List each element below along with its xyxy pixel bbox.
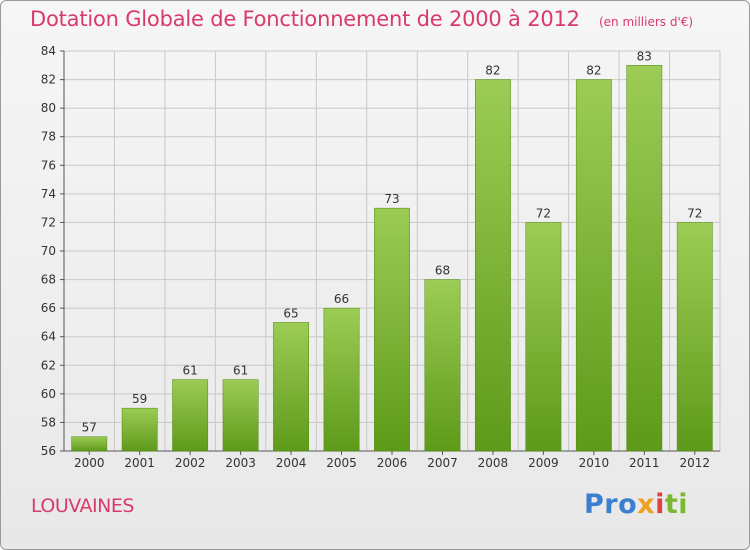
x-tick-label: 2007 <box>427 456 458 470</box>
data-label: 73 <box>384 192 399 206</box>
x-tick-label: 2011 <box>629 456 660 470</box>
y-tick-label: 70 <box>41 244 56 258</box>
x-tick-label: 2006 <box>377 456 408 470</box>
data-label: 61 <box>183 364 198 378</box>
bar-2005 <box>323 307 360 452</box>
y-tick-label: 64 <box>41 330 56 344</box>
y-tick-label: 78 <box>41 130 56 144</box>
y-tick-label: 60 <box>41 387 56 401</box>
data-label: 66 <box>334 292 349 306</box>
data-label: 65 <box>283 306 298 320</box>
bar-2001 <box>121 407 158 452</box>
bar-2011 <box>626 65 663 452</box>
y-tick-label: 62 <box>41 358 56 372</box>
axis-layer: 56 58 60 62 64 66 68 70 72 74 76 78 80 82 84 2000 2001 20… <box>41 44 720 470</box>
x-tick-label: 2003 <box>225 456 256 470</box>
bar-2003 <box>222 379 259 452</box>
x-tick-label: 2008 <box>478 456 509 470</box>
bar-2008 <box>475 79 511 452</box>
chart-subtitle: (en milliers d'€) <box>598 15 694 29</box>
bar-layer <box>71 65 713 452</box>
y-tick-label: 80 <box>41 101 56 115</box>
bar-2000 <box>71 436 108 452</box>
data-label: 68 <box>435 264 450 278</box>
x-tick-label: 2009 <box>528 456 559 470</box>
x-tick-label: 2010 <box>579 456 610 470</box>
bar-2010 <box>575 79 612 452</box>
y-tick-label: 82 <box>41 73 56 87</box>
data-label: 61 <box>233 364 248 378</box>
x-tick-label: 2012 <box>679 456 710 470</box>
data-label: 83 <box>637 49 652 63</box>
y-tick-label: 68 <box>41 273 56 287</box>
bar-2007 <box>424 279 461 452</box>
x-tick-label: 2000 <box>74 456 105 470</box>
title-row: Dotation Globale de Fonctionnement de 20… <box>30 7 693 31</box>
bar-2002 <box>172 379 209 452</box>
y-tick-label: 72 <box>41 215 56 229</box>
bar-2012 <box>676 222 713 452</box>
y-tick-label: 66 <box>41 301 56 315</box>
chart-title: Dotation Globale de Fonctionnement de 20… <box>30 7 580 31</box>
y-tick-label: 74 <box>41 187 56 201</box>
x-tick-label: 2005 <box>326 456 357 470</box>
bar-2009 <box>525 222 562 452</box>
proxiti-logo: Proxiti <box>584 489 689 520</box>
data-label: 72 <box>536 206 551 220</box>
label-layer: 57 59 61 61 65 66 73 68 82 72 82 83 72 <box>82 49 703 434</box>
data-label: 57 <box>82 421 97 435</box>
data-label: 82 <box>586 64 601 78</box>
x-tick-label: 2001 <box>124 456 155 470</box>
data-label: 82 <box>485 64 500 78</box>
y-tick-label: 56 <box>41 444 56 458</box>
y-tick-label: 76 <box>41 158 56 172</box>
x-tick-label: 2004 <box>276 456 307 470</box>
x-tick-label: 2002 <box>175 456 206 470</box>
data-label: 59 <box>132 392 147 406</box>
place-label: LOUVAINES <box>31 495 134 517</box>
bar-2004 <box>273 322 309 452</box>
bar-2006 <box>374 207 410 452</box>
y-tick-label: 84 <box>41 44 56 58</box>
y-tick-label: 58 <box>41 415 56 429</box>
data-label: 72 <box>687 206 702 220</box>
